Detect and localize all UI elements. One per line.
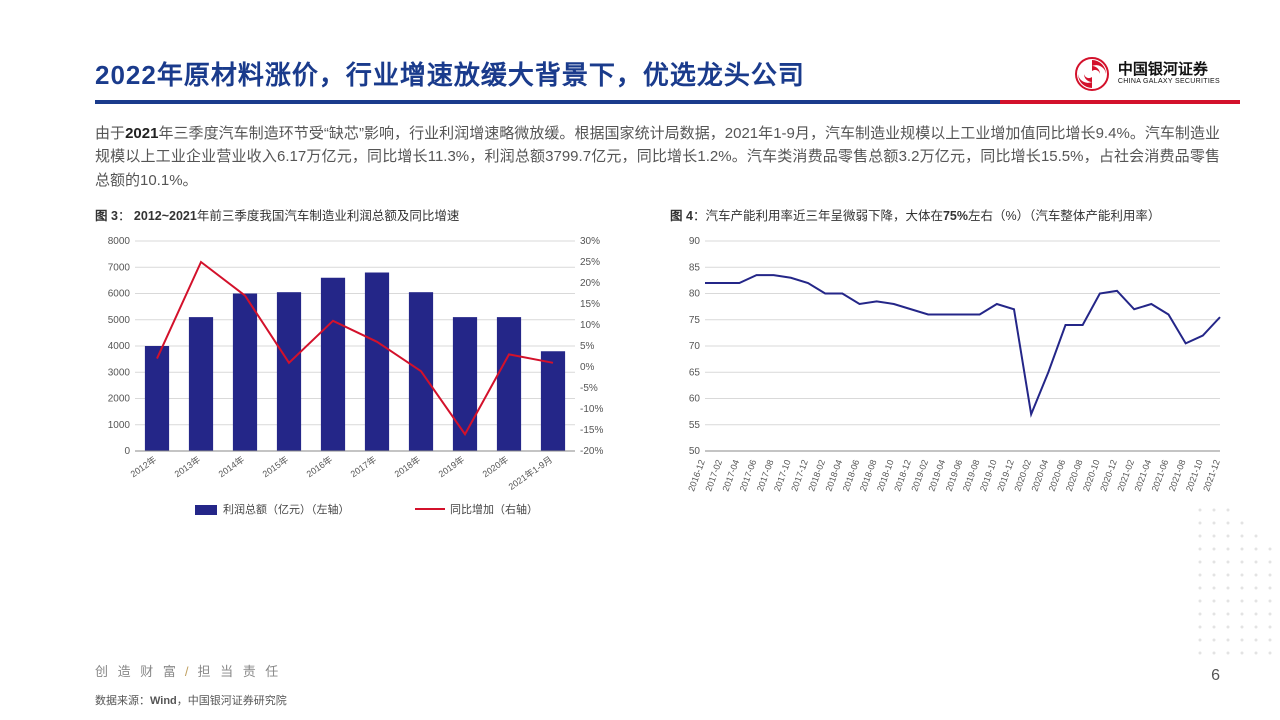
svg-text:85: 85 xyxy=(689,263,701,274)
svg-text:8000: 8000 xyxy=(108,236,131,247)
svg-text:2012年: 2012年 xyxy=(128,454,158,480)
svg-text:2021年1-9月: 2021年1-9月 xyxy=(506,454,554,492)
chart-3-canvas: 0 1000 2000 3000 4000 5000 6000 7000 8000 -20% -15… xyxy=(95,231,615,531)
svg-text:5%: 5% xyxy=(580,341,595,352)
svg-text:2019年: 2019年 xyxy=(436,454,466,480)
svg-text:5000: 5000 xyxy=(108,315,131,326)
svg-text:2018年: 2018年 xyxy=(392,454,422,480)
svg-text:30%: 30% xyxy=(580,236,600,247)
svg-text:-20%: -20% xyxy=(580,446,603,457)
slide-header: 2022年原材料涨价，行业增速放缓大背景下，优选龙头公司 中国银河证券 CHIN… xyxy=(0,0,1280,92)
body-paragraph: 由于2021年三季度汽车制造环节受“缺芯”影响，行业利润增速略微放缓。根据国家统… xyxy=(0,104,1280,192)
svg-text:2014年: 2014年 xyxy=(216,454,246,480)
svg-text:2000: 2000 xyxy=(108,394,131,405)
svg-text:65: 65 xyxy=(689,368,701,379)
chart-4-title: 图 4：汽车产能利用率近三年呈微弱下降，大体在75%左右（%）（汽车整体产能利用… xyxy=(670,208,1230,226)
svg-text:2013年: 2013年 xyxy=(172,454,202,480)
galaxy-swirl-icon xyxy=(1074,56,1110,92)
svg-text:4000: 4000 xyxy=(108,341,131,352)
svg-text:0: 0 xyxy=(124,446,130,457)
svg-text:3000: 3000 xyxy=(108,368,131,379)
svg-text:-5%: -5% xyxy=(580,383,598,394)
page-number: 6 xyxy=(1211,667,1220,685)
header-underline xyxy=(95,100,1240,104)
decorative-dots xyxy=(1190,500,1280,660)
svg-text:同比增加（右轴）: 同比增加（右轴） xyxy=(450,502,538,516)
svg-text:80: 80 xyxy=(689,289,701,300)
svg-text:利润总额（亿元）（左轴）: 利润总额（亿元）（左轴） xyxy=(223,502,350,516)
brand-logo: 中国银河证券 CHINA GALAXY SECURITIES xyxy=(1074,56,1220,92)
chart-4: 图 4：汽车产能利用率近三年呈微弱下降，大体在75%左右（%）（汽车整体产能利用… xyxy=(670,208,1230,532)
svg-text:50: 50 xyxy=(689,446,701,457)
svg-text:-10%: -10% xyxy=(580,404,603,415)
svg-text:15%: 15% xyxy=(580,299,600,310)
svg-text:6000: 6000 xyxy=(108,289,131,300)
svg-text:7000: 7000 xyxy=(108,263,131,274)
footer-tagline: 创 造 财 富/担 当 责 任 xyxy=(95,661,281,680)
svg-text:0%: 0% xyxy=(580,362,595,373)
svg-text:2020年: 2020年 xyxy=(480,454,510,480)
svg-text:-15%: -15% xyxy=(580,425,603,436)
svg-text:60: 60 xyxy=(689,394,701,405)
chart-4-canvas: 5055606570758085902016-122017-022017-042… xyxy=(670,231,1230,531)
svg-text:2015年: 2015年 xyxy=(260,454,290,480)
charts-row: 图 3： 2012~2021年前三季度我国汽车制造业利润总额及同比增速 0 100… xyxy=(0,192,1280,532)
svg-text:90: 90 xyxy=(689,236,701,247)
chart-3-title: 图 3： 2012~2021年前三季度我国汽车制造业利润总额及同比增速 xyxy=(95,208,650,226)
svg-text:25%: 25% xyxy=(580,257,600,268)
svg-text:20%: 20% xyxy=(580,278,600,289)
slide-title: 2022年原材料涨价，行业增速放缓大背景下，优选龙头公司 xyxy=(95,55,805,92)
svg-text:1000: 1000 xyxy=(108,420,131,431)
chart-3: 图 3： 2012~2021年前三季度我国汽车制造业利润总额及同比增速 0 100… xyxy=(95,208,650,532)
svg-text:10%: 10% xyxy=(580,320,600,331)
svg-text:55: 55 xyxy=(689,420,701,431)
svg-text:2016年: 2016年 xyxy=(304,454,334,480)
logo-text-en: CHINA GALAXY SECURITIES xyxy=(1118,78,1220,86)
logo-text-cn: 中国银河证券 xyxy=(1118,62,1220,79)
svg-text:2017年: 2017年 xyxy=(348,454,378,480)
svg-text:2021-12: 2021-12 xyxy=(1201,459,1222,493)
svg-text:70: 70 xyxy=(689,341,701,352)
svg-text:75: 75 xyxy=(689,315,701,326)
data-source: 数据来源：Wind，中国银河证券研究院 xyxy=(95,692,287,708)
